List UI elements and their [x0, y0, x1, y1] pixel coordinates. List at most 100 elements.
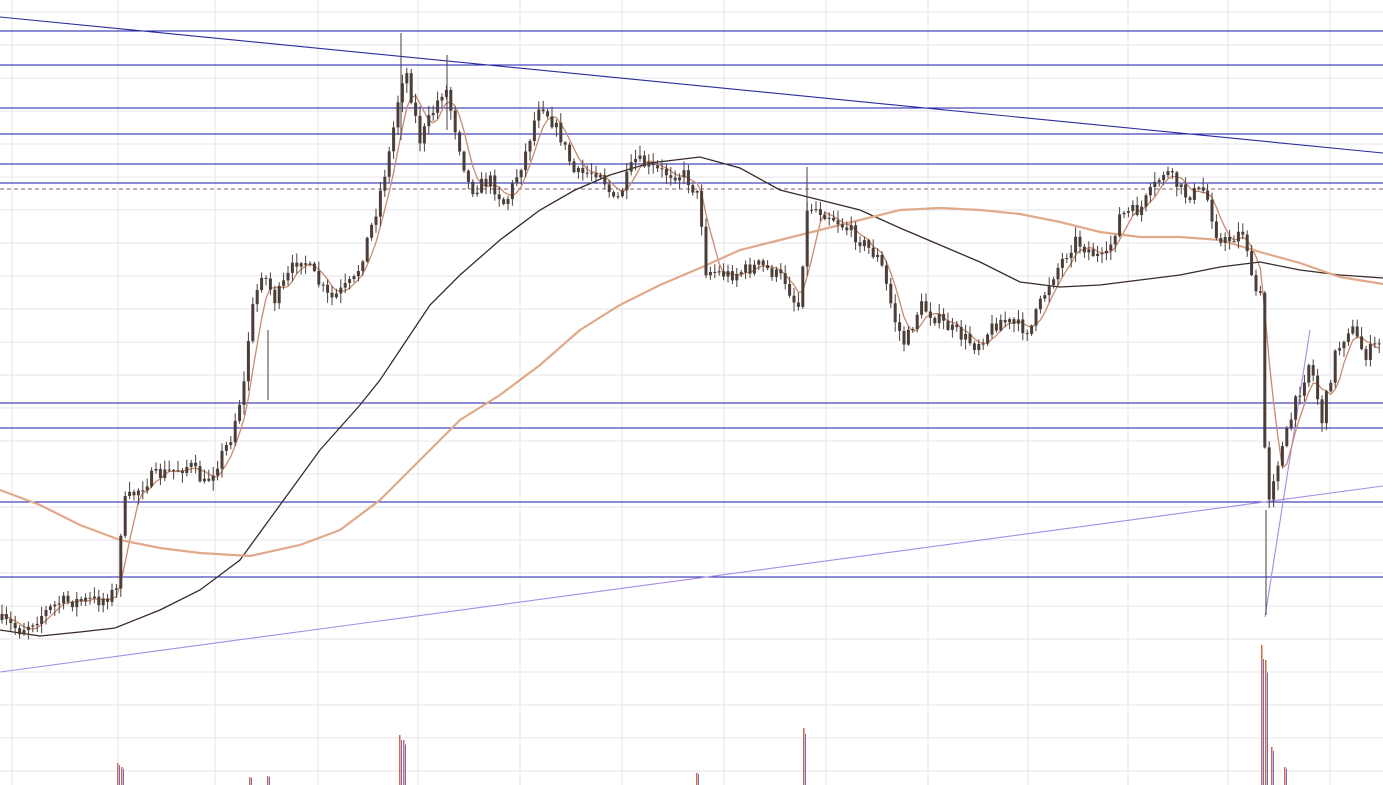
- candle-body: [422, 126, 426, 144]
- descending-resistance-trendline: [0, 16, 1383, 154]
- candle-body: [642, 155, 646, 167]
- candle-body: [651, 162, 655, 166]
- candle-body: [902, 330, 906, 345]
- candle-body: [616, 196, 620, 198]
- candle-body: [123, 496, 127, 536]
- candle-body: [255, 289, 259, 305]
- candle-body: [867, 240, 871, 248]
- candle-body: [40, 615, 44, 624]
- candle-body: [1214, 221, 1218, 238]
- ma-short-line: [1, 94, 1380, 630]
- candle-body: [180, 470, 184, 474]
- candle-body: [1228, 236, 1232, 242]
- candle-body: [176, 470, 180, 472]
- candle-body: [981, 343, 985, 345]
- candle-body: [761, 260, 765, 266]
- candle-body: [1188, 197, 1192, 200]
- candle-body: [1126, 211, 1130, 213]
- candle-body: [576, 167, 580, 173]
- candle-body: [229, 442, 233, 446]
- candle-body: [942, 313, 946, 321]
- candle-body: [748, 264, 752, 274]
- candle-body: [906, 329, 910, 345]
- candle-body: [387, 151, 391, 177]
- candle-body: [414, 102, 418, 116]
- candle-body: [1074, 236, 1078, 253]
- candle-body: [801, 266, 805, 307]
- candle-body: [1223, 236, 1227, 243]
- candle-body: [0, 614, 4, 620]
- candle-body: [1316, 375, 1320, 400]
- candle-body: [1003, 319, 1007, 323]
- candle-body: [713, 271, 717, 273]
- volume-bar: [696, 773, 698, 785]
- candle-body: [1206, 190, 1210, 200]
- candle-body: [669, 175, 673, 178]
- candle-body: [563, 142, 567, 145]
- candle-body: [898, 322, 902, 331]
- candle-body: [1118, 214, 1122, 236]
- volume-bar: [251, 777, 252, 785]
- candle-body: [581, 167, 585, 173]
- candle-body: [1096, 253, 1100, 257]
- candle-body: [18, 628, 22, 635]
- candle-body: [915, 314, 919, 329]
- candle-body: [858, 242, 862, 247]
- candle-body: [1135, 204, 1139, 215]
- candle-body: [532, 120, 536, 141]
- candle-body: [114, 588, 118, 590]
- candle-body: [836, 220, 840, 225]
- candle-body: [955, 324, 959, 328]
- candle-body: [286, 272, 290, 281]
- candle-body: [88, 597, 92, 599]
- candle-body: [1210, 199, 1214, 222]
- candle-body: [436, 100, 440, 113]
- candle-body: [440, 96, 444, 101]
- volume-bar: [119, 765, 120, 785]
- candle-body: [260, 277, 264, 290]
- candle-body: [686, 170, 690, 186]
- candle-body: [92, 596, 96, 599]
- candle-body: [1285, 427, 1289, 447]
- candle-body: [493, 175, 497, 195]
- candle-body: [770, 268, 774, 277]
- candle-body: [590, 172, 594, 174]
- candle-body: [1360, 336, 1364, 350]
- volume-bar: [123, 768, 124, 785]
- candle-body: [75, 598, 79, 608]
- candle-body: [308, 263, 312, 265]
- candle-body: [31, 625, 35, 627]
- candle-body: [471, 181, 475, 195]
- candle-body: [497, 194, 501, 200]
- candle-body: [708, 271, 712, 276]
- candle-body: [810, 209, 814, 211]
- candle-body: [290, 262, 294, 273]
- candle-body: [796, 302, 800, 307]
- candle-body: [1078, 236, 1082, 247]
- candle-body: [466, 170, 470, 182]
- candle-body: [449, 89, 453, 111]
- candle-body: [1276, 465, 1280, 482]
- candle-body: [400, 83, 404, 103]
- candle-body: [757, 260, 761, 265]
- candle-body: [409, 73, 413, 103]
- candle-body: [1307, 365, 1311, 383]
- candle-body: [246, 341, 250, 382]
- candle-body: [220, 450, 224, 469]
- candle-body: [1245, 234, 1249, 252]
- candle-body: [189, 462, 193, 467]
- ma-mid-line: [0, 206, 1383, 558]
- candle-body: [211, 475, 215, 481]
- candle-body: [405, 73, 409, 84]
- candle-body: [1052, 279, 1056, 286]
- candle-body: [862, 240, 866, 247]
- candle-body: [1069, 252, 1073, 259]
- volume-bar: [401, 740, 402, 785]
- candle-body: [673, 177, 677, 181]
- candle-body: [150, 470, 154, 487]
- candle-body: [849, 225, 853, 231]
- candle-body: [840, 224, 844, 228]
- candle-body: [110, 589, 114, 602]
